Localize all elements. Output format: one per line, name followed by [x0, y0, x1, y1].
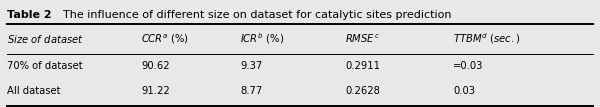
Text: $\it{Size\ of\ dataset}$: $\it{Size\ of\ dataset}$: [7, 33, 84, 45]
Text: 0.2628: 0.2628: [345, 86, 380, 96]
Text: 0.2911: 0.2911: [345, 61, 380, 71]
Text: 90.62: 90.62: [141, 61, 170, 71]
Text: 0.03: 0.03: [453, 86, 475, 96]
Text: 70% of dataset: 70% of dataset: [7, 61, 83, 71]
Text: All dataset: All dataset: [7, 86, 61, 96]
Text: $\it{CCR}^{\it{a}}$$\it{\ (\%)}$: $\it{CCR}^{\it{a}}$$\it{\ (\%)}$: [141, 32, 189, 46]
Text: 8.77: 8.77: [240, 86, 262, 96]
Text: $\it{TTBM}^{\it{d}}$$\it{\ (sec.)}$: $\it{TTBM}^{\it{d}}$$\it{\ (sec.)}$: [453, 32, 520, 46]
Text: $\it{ICR}^{\it{b}}$$\it{\ (\%)}$: $\it{ICR}^{\it{b}}$$\it{\ (\%)}$: [240, 32, 284, 46]
Text: 91.22: 91.22: [141, 86, 170, 96]
Text: =0.03: =0.03: [453, 61, 484, 71]
Text: $\it{RMSE}^{\it{c}}$: $\it{RMSE}^{\it{c}}$: [345, 33, 380, 45]
Text: 9.37: 9.37: [240, 61, 262, 71]
Text: Table 2: Table 2: [7, 10, 52, 20]
Text: The influence of different size on dataset for catalytic sites prediction: The influence of different size on datas…: [63, 10, 452, 20]
